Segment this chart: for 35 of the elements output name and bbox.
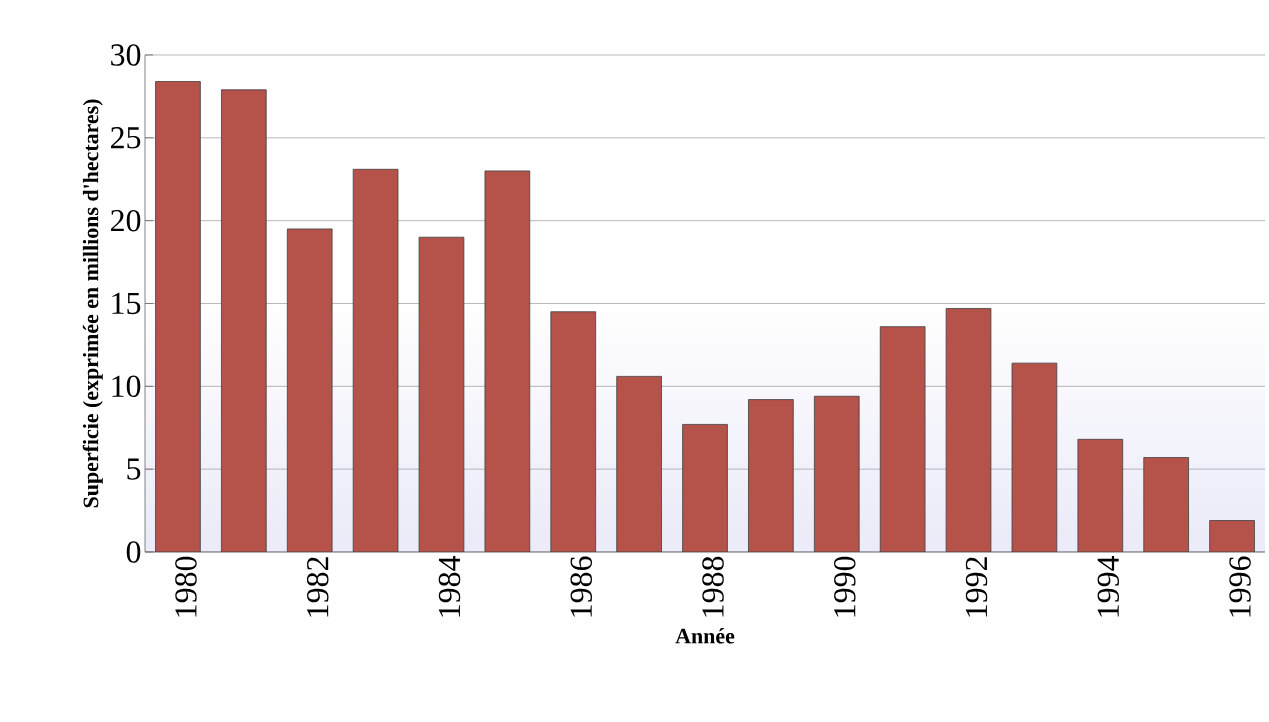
- bar: [616, 375, 662, 552]
- x-tick-label: 1990: [834, 556, 856, 617]
- bar: [945, 308, 992, 552]
- y-tick-label: 10: [112, 375, 141, 398]
- x-tick-label: 1996: [1229, 556, 1251, 617]
- x-tick-label: 1982: [306, 557, 329, 617]
- y-tick-label: 5: [127, 458, 141, 480]
- x-tick-label: 1984: [438, 556, 461, 617]
- bar: [155, 81, 201, 552]
- bar: [748, 399, 794, 552]
- y-tick-label: 20: [111, 209, 141, 232]
- x-tick-label: 1988: [702, 556, 724, 617]
- bar: [813, 395, 860, 552]
- x-tick-label: 1992: [965, 557, 988, 617]
- bar: [1011, 362, 1058, 552]
- y-tick-label: 25: [111, 127, 141, 149]
- bar: [484, 170, 531, 552]
- bar: [286, 228, 333, 552]
- x-axis-title: Année: [675, 628, 735, 644]
- bar: [550, 311, 597, 552]
- y-tick-label: 15: [112, 292, 141, 315]
- y-axis-title: Superficie (exprimée en millions d'hectares): [82, 99, 103, 508]
- x-tick-label: 1986: [570, 556, 592, 617]
- y-tick-label: 30: [111, 44, 141, 66]
- bar: [418, 236, 465, 552]
- bar: [221, 89, 267, 552]
- bar: [1209, 520, 1255, 552]
- x-tick-label: 1994: [1097, 556, 1120, 617]
- x-tick-label: 1980: [175, 556, 197, 617]
- y-tick-label: 0: [126, 541, 141, 563]
- bar: [352, 168, 399, 552]
- bar: [879, 326, 926, 552]
- bar: [682, 424, 728, 552]
- bar: [1143, 457, 1189, 552]
- bar: [1077, 438, 1124, 552]
